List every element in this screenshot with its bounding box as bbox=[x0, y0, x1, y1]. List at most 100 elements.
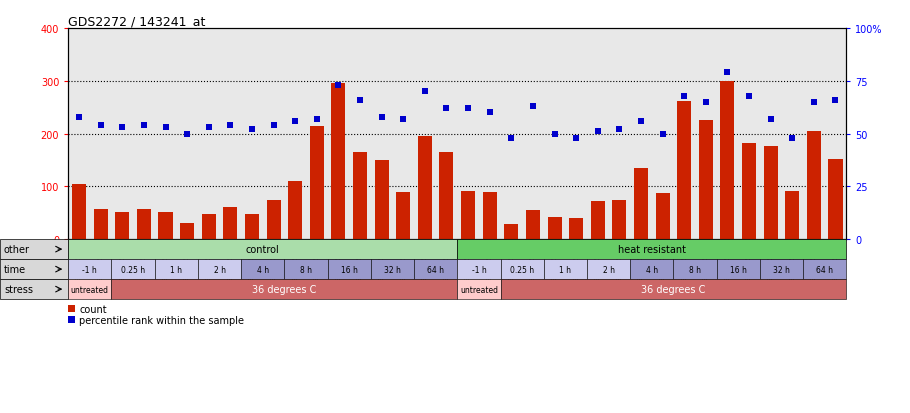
Point bbox=[353, 97, 368, 104]
Bar bbox=[612, 200, 626, 240]
Text: percentile rank within the sample: percentile rank within the sample bbox=[79, 315, 244, 325]
Bar bbox=[414, 259, 458, 280]
Bar bbox=[569, 218, 583, 240]
Bar bbox=[742, 143, 756, 240]
Text: 0.25 h: 0.25 h bbox=[121, 265, 146, 274]
Bar bbox=[328, 259, 371, 280]
Bar bbox=[202, 215, 216, 240]
Point bbox=[245, 127, 259, 133]
Bar bbox=[0, 280, 68, 299]
Point bbox=[136, 123, 151, 129]
Bar bbox=[461, 191, 475, 240]
Text: stress: stress bbox=[4, 285, 33, 294]
Bar bbox=[655, 193, 670, 240]
Bar bbox=[396, 192, 410, 240]
Point bbox=[633, 118, 648, 125]
Bar bbox=[677, 102, 692, 240]
Bar bbox=[309, 126, 324, 240]
Text: 32 h: 32 h bbox=[773, 265, 790, 274]
Bar bbox=[634, 169, 648, 240]
Bar bbox=[785, 191, 799, 240]
Bar bbox=[245, 215, 259, 240]
Bar bbox=[68, 240, 458, 259]
Text: other: other bbox=[4, 244, 30, 254]
Bar bbox=[458, 280, 501, 299]
Bar bbox=[155, 259, 198, 280]
Point bbox=[504, 135, 519, 142]
Text: untreated: untreated bbox=[71, 285, 109, 294]
Text: 8 h: 8 h bbox=[300, 265, 312, 274]
Bar bbox=[591, 202, 605, 240]
Bar bbox=[68, 259, 111, 280]
Point bbox=[223, 123, 238, 129]
Bar bbox=[504, 225, 519, 240]
Text: -1 h: -1 h bbox=[471, 265, 486, 274]
Point bbox=[612, 127, 627, 133]
Bar bbox=[353, 153, 367, 240]
Point bbox=[742, 93, 756, 100]
Point bbox=[699, 99, 713, 106]
Text: -1 h: -1 h bbox=[83, 265, 97, 274]
Point bbox=[828, 97, 843, 104]
Point bbox=[460, 106, 475, 112]
Text: 2 h: 2 h bbox=[602, 265, 614, 274]
Point bbox=[569, 135, 583, 142]
Point bbox=[806, 99, 821, 106]
Bar bbox=[94, 209, 107, 240]
Bar bbox=[501, 280, 846, 299]
Text: 4 h: 4 h bbox=[257, 265, 268, 274]
Text: 1 h: 1 h bbox=[170, 265, 182, 274]
Point bbox=[374, 114, 389, 121]
Bar bbox=[763, 146, 778, 240]
Bar bbox=[331, 84, 346, 240]
Point bbox=[547, 131, 561, 138]
Point bbox=[72, 114, 86, 121]
Point bbox=[309, 116, 324, 123]
Text: 1 h: 1 h bbox=[560, 265, 571, 274]
Text: 16 h: 16 h bbox=[730, 265, 747, 274]
Bar bbox=[440, 153, 453, 240]
Bar bbox=[458, 240, 846, 259]
Bar bbox=[180, 224, 194, 240]
Bar bbox=[631, 259, 673, 280]
Bar bbox=[0, 240, 68, 259]
Bar bbox=[418, 137, 432, 240]
Bar bbox=[288, 182, 302, 240]
Point bbox=[396, 116, 410, 123]
Bar bbox=[807, 132, 821, 240]
Bar bbox=[548, 217, 561, 240]
Point bbox=[267, 123, 281, 129]
Text: 36 degrees C: 36 degrees C bbox=[642, 285, 705, 294]
Text: 36 degrees C: 36 degrees C bbox=[252, 285, 317, 294]
Bar bbox=[68, 316, 76, 323]
Text: heat resistant: heat resistant bbox=[618, 244, 686, 254]
Text: 64 h: 64 h bbox=[816, 265, 834, 274]
Text: 16 h: 16 h bbox=[340, 265, 358, 274]
Point bbox=[288, 118, 302, 125]
Point bbox=[655, 131, 670, 138]
Bar bbox=[223, 208, 238, 240]
Bar bbox=[717, 259, 760, 280]
Bar bbox=[526, 211, 540, 240]
Bar bbox=[68, 305, 76, 312]
Bar bbox=[111, 280, 458, 299]
Point bbox=[677, 93, 692, 100]
Point bbox=[331, 83, 346, 89]
Bar bbox=[116, 212, 129, 240]
Bar bbox=[72, 184, 86, 240]
Bar bbox=[482, 192, 497, 240]
Bar bbox=[673, 259, 717, 280]
Bar bbox=[68, 280, 111, 299]
Point bbox=[591, 129, 605, 135]
Point bbox=[526, 104, 541, 110]
Point bbox=[482, 110, 497, 116]
Bar bbox=[136, 209, 151, 240]
Text: GDS2272 / 143241_at: GDS2272 / 143241_at bbox=[68, 15, 206, 28]
Bar bbox=[241, 259, 284, 280]
Point bbox=[201, 125, 216, 131]
Bar bbox=[804, 259, 846, 280]
Bar bbox=[0, 259, 68, 280]
Point bbox=[785, 135, 800, 142]
Point bbox=[115, 125, 129, 131]
Bar bbox=[587, 259, 631, 280]
